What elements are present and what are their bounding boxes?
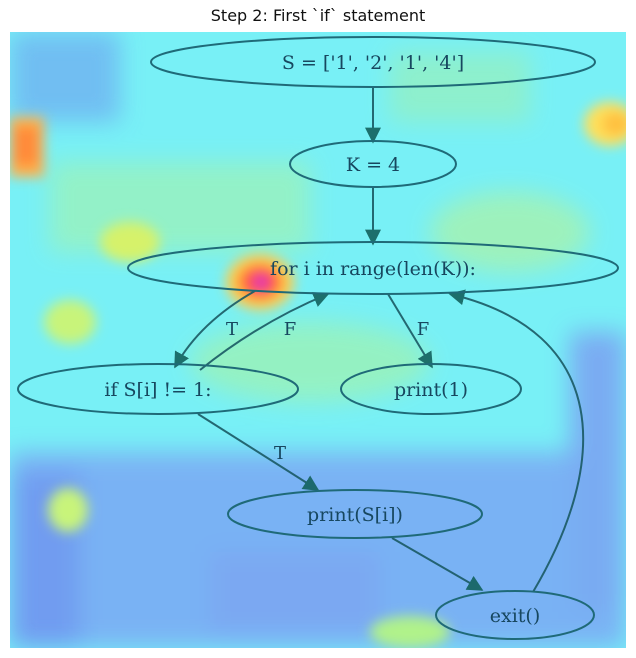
edge-exit-to-for — [448, 289, 585, 593]
edge-for-to-print-one — [387, 293, 433, 369]
node-assign-s-label: S = ['1', '2', '1', '4'] — [282, 52, 464, 74]
edge-if-to-print-si — [197, 413, 320, 491]
node-if-stmt-label: if S[i] != 1: — [104, 379, 211, 401]
edges-layer — [174, 87, 585, 593]
nodes-layer — [17, 36, 619, 640]
flowchart-svg: S = ['1', '2', '1', '4'] K = 4 for i in … — [10, 32, 626, 648]
attention-heatmap-panel: S = ['1', '2', '1', '4'] K = 4 for i in … — [10, 32, 626, 648]
node-assign-k-label: K = 4 — [346, 154, 400, 176]
node-labels: S = ['1', '2', '1', '4'] K = 4 for i in … — [104, 52, 540, 627]
edge-label-for-to-if: T — [226, 319, 238, 340]
node-for-loop — [127, 241, 619, 295]
edge-for-to-if — [174, 290, 256, 369]
edge-print-si-to-exit — [391, 537, 484, 591]
node-assign-k — [289, 140, 457, 188]
node-if-stmt — [17, 363, 299, 415]
node-assign-s — [150, 36, 596, 88]
edge-labels: T F F T — [226, 319, 429, 464]
node-print-one-label: print(1) — [394, 379, 468, 401]
heatmap-layer — [10, 32, 626, 648]
edge-label-if-to-print-si: T — [274, 443, 286, 464]
node-exit — [435, 590, 595, 640]
node-print-si-label: print(S[i]) — [307, 504, 403, 526]
figure-title: Step 2: First `if` statement — [210, 6, 426, 25]
node-print-one — [340, 363, 522, 415]
edge-label-if-to-for: F — [284, 319, 297, 340]
node-exit-label: exit() — [490, 605, 541, 627]
edge-label-for-to-print-one: F — [417, 319, 430, 340]
edge-if-to-for — [199, 292, 330, 371]
node-print-si — [227, 489, 483, 539]
node-for-loop-label: for i in range(len(K)): — [270, 258, 476, 280]
